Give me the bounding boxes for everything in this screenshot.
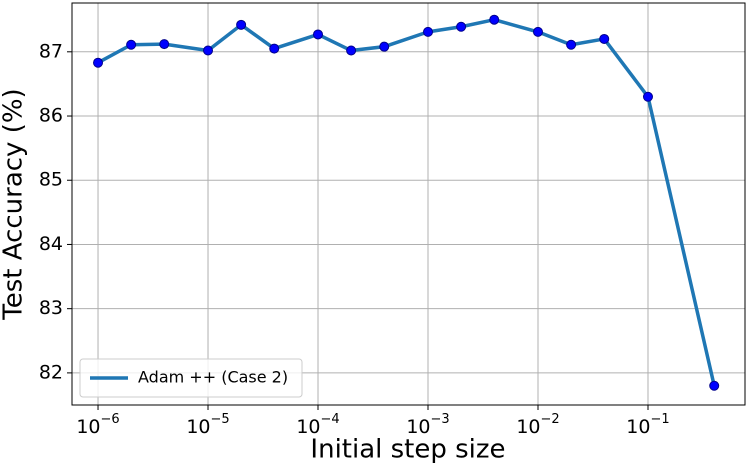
plot-frame: [71, 2, 746, 406]
data-point: [126, 39, 137, 50]
x-tick-label: 10−5: [186, 412, 229, 438]
data-point: [236, 19, 247, 30]
data-point: [379, 41, 390, 52]
data-point: [269, 43, 280, 54]
y-axis-label: Test Accuracy (%): [0, 88, 29, 320]
grid: [72, 3, 745, 405]
y-tick-label: 87: [39, 40, 63, 62]
data-point: [642, 91, 653, 102]
x-tick-label: 10−4: [296, 412, 339, 438]
x-tick-label: 10−6: [76, 412, 119, 438]
y-tick-label: 86: [39, 105, 63, 127]
series-line: [97, 17, 716, 387]
data-point: [489, 14, 500, 25]
data-point: [423, 26, 434, 37]
legend-label: Adam ++ (Case 2): [138, 368, 288, 387]
plot: [93, 14, 720, 391]
data-point: [313, 29, 324, 40]
x-tick-label: 10−2: [516, 412, 559, 438]
x-tick-label: 10−1: [626, 412, 669, 438]
y-tick-label: 84: [39, 233, 63, 255]
data-point: [599, 33, 610, 44]
data-point: [93, 57, 104, 68]
legend-box: [79, 358, 303, 398]
data-point: [346, 45, 357, 56]
legend: Adam ++ (Case 2): [79, 358, 303, 398]
data-point: [532, 26, 543, 37]
data-point: [203, 45, 214, 56]
y-tick-label: 85: [39, 169, 63, 191]
data-point: [159, 39, 170, 50]
data-point: [566, 39, 577, 50]
data-point: [709, 380, 720, 391]
data-point: [456, 21, 467, 32]
x-axis-label: Initial step size: [310, 435, 505, 463]
y-tick-label: 82: [39, 361, 63, 383]
x-tick-label: 10−3: [406, 412, 449, 438]
y-tick-label: 83: [39, 297, 63, 319]
